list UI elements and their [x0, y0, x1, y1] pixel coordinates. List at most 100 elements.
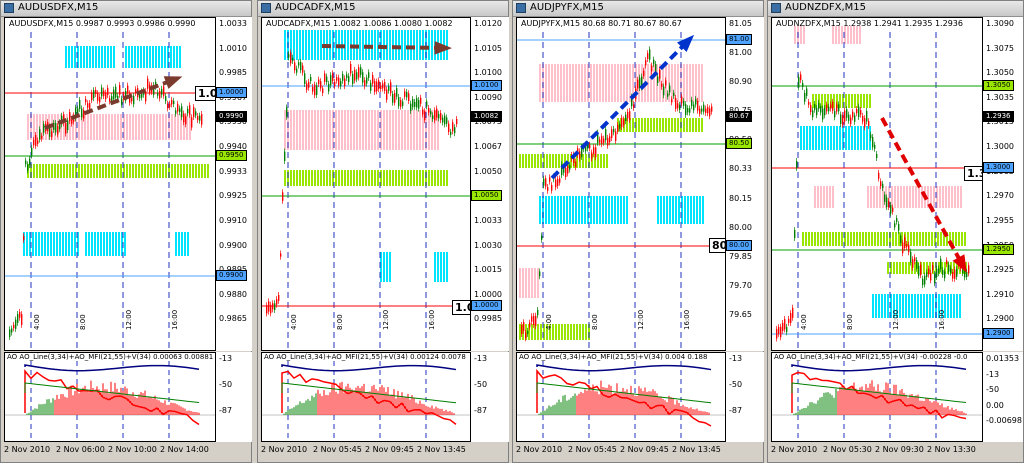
price-chart[interactable]: AUDCADFX,M15 1.0082 1.0086 1.0080 1.0082… [261, 17, 471, 351]
window-titlebar[interactable]: AUDUSDFX,M15 [1, 1, 251, 17]
candle-body [175, 110, 177, 114]
hour-label: 12:00 [382, 309, 390, 330]
candle-body [962, 270, 964, 274]
candle-body [842, 115, 844, 125]
price-tick-label: 0.9880 [219, 289, 247, 299]
price-tick-label: 79.85 [729, 251, 752, 261]
price-zone [832, 26, 861, 44]
candle-body [422, 109, 424, 115]
candle-body [864, 118, 866, 128]
time-tick-label: 2 Nov 2010 [4, 445, 51, 454]
candle-body [75, 107, 77, 119]
level-price-tag: 1.3050 [983, 80, 1014, 91]
candle-body [354, 69, 356, 81]
candle-body [320, 81, 322, 89]
indicator-tick-label: -87 [219, 406, 233, 415]
window-titlebar[interactable]: AUDCADFX,M15 [258, 1, 508, 17]
candle-body [846, 109, 848, 118]
candle-body [127, 85, 129, 93]
candle-body [547, 187, 549, 191]
candle-body [852, 111, 854, 118]
candle-body [639, 77, 641, 89]
candle-body [689, 108, 691, 113]
time-axis: 2 Nov 2010 2 Nov 05:45 2 Nov 09:45 2 Nov 13… [261, 443, 509, 461]
candle-body [350, 63, 352, 74]
candle-body [709, 108, 711, 117]
candle-body [105, 92, 107, 100]
candle-body [711, 106, 713, 112]
hour-label: 4:00 [545, 314, 553, 330]
candle-body [292, 57, 294, 62]
candle-body [294, 62, 296, 71]
time-tick-label: 2 Nov 13:30 [927, 445, 976, 454]
price-chart[interactable]: AUDNZDFX,M15 1.2938 1.2941 1.2935 1.2936… [771, 17, 983, 351]
candle-body [436, 108, 438, 118]
indicator-tick-label: -13 [986, 369, 1000, 379]
candle-body [525, 332, 527, 339]
price-zone [539, 64, 703, 102]
candle-body [77, 108, 79, 114]
candle-body [669, 85, 671, 93]
candle-body [814, 104, 816, 110]
candle-body [856, 109, 858, 114]
candle-body [902, 242, 904, 254]
candle-body [366, 77, 368, 84]
price-zone [434, 252, 448, 282]
candle-body [575, 161, 577, 168]
candle-body [940, 258, 942, 270]
candle-body [643, 70, 645, 77]
candle-body [790, 313, 792, 323]
candle-body [101, 87, 103, 97]
price-zone [519, 324, 590, 340]
window-titlebar[interactable]: AUDNZDFX,M15 [768, 1, 1023, 17]
chart-window-icon [771, 3, 781, 13]
candle-body [57, 126, 59, 135]
indicator-panel[interactable]: AO AO_Line(3,34)+AO_MFI(21,55)+V(34) -0.… [771, 352, 983, 442]
candle-body [41, 135, 43, 139]
candle-body [336, 77, 338, 81]
candle-body [595, 147, 597, 158]
trend-arrow-head [434, 41, 452, 55]
candle-body [581, 146, 583, 157]
time-tick-label: 2 Nov 2010 [261, 445, 308, 454]
price-zone [802, 232, 966, 246]
candle-body [13, 324, 15, 329]
level-price-tag: 1.0050 [471, 190, 502, 201]
price-cue-label: 80. [709, 238, 725, 253]
candle-body [529, 322, 531, 328]
indicator-panel[interactable]: AO AO_Line(3,34)+AO_MFI(21,55)+V(34) 0.0… [261, 352, 471, 442]
price-tick-label: 1.3075 [986, 43, 1014, 53]
current-price-tag: 1.2936 [983, 111, 1014, 122]
chart-window-audnzd[interactable]: AUDNZDFX,M15 AUDNZDFX,M15 1.2938 1.2941 … [767, 0, 1024, 463]
chart-window-audcad[interactable]: AUDCADFX,M15 AUDCADFX,M15 1.0082 1.0086 … [257, 0, 509, 463]
mfi-line [24, 364, 200, 372]
candle-body [352, 73, 354, 84]
indicator-panel[interactable]: AO AO_Line(3,34)+AO_MFI(21,55)+V(34) 0.0… [4, 352, 216, 442]
indicator-axis: 0.01353 -13 -50 0.00 -0.00698 [983, 352, 1023, 442]
candle-body [882, 183, 884, 189]
time-tick-label: 2 Nov 2010 [771, 445, 818, 454]
price-zone [380, 252, 391, 282]
window-titlebar[interactable]: AUDJPYFX,M15 [513, 1, 763, 17]
indicator-panel[interactable]: AO AO_Line(3,34)+AO_MFI(21,55)+V(34) 0.0… [516, 352, 726, 442]
candle-body [641, 76, 643, 88]
candle-body [344, 78, 346, 87]
price-tick-label: 1.0010 [219, 43, 247, 53]
candle-body [163, 86, 165, 96]
indicator-tick-label: -50 [474, 380, 488, 389]
candle-body [193, 107, 195, 118]
chart-window-audusd[interactable]: AUDUSDFX,M15 AUDUSDFX,M15 0.9987 0.9993 … [0, 0, 252, 463]
candle-body [290, 52, 292, 64]
candle-body [661, 83, 663, 87]
chart-window-audjpy[interactable]: AUDJPYFX,M15 AUDJPYFX,M15 80.68 80.71 80… [512, 0, 764, 463]
candle-body [800, 74, 802, 81]
candle-body [171, 99, 173, 105]
candle-body [432, 115, 434, 120]
level-price-tag: 80.50 [726, 138, 753, 149]
price-chart[interactable]: AUDJPYFX,M15 80.68 80.71 80.67 80.67 4:0… [516, 17, 726, 351]
signal-line [281, 382, 457, 404]
candle-body [934, 273, 936, 284]
candle-body [342, 74, 344, 81]
candle-body [916, 260, 918, 269]
price-chart[interactable]: AUDUSDFX,M15 0.9987 0.9993 0.9986 0.9990… [4, 17, 216, 351]
